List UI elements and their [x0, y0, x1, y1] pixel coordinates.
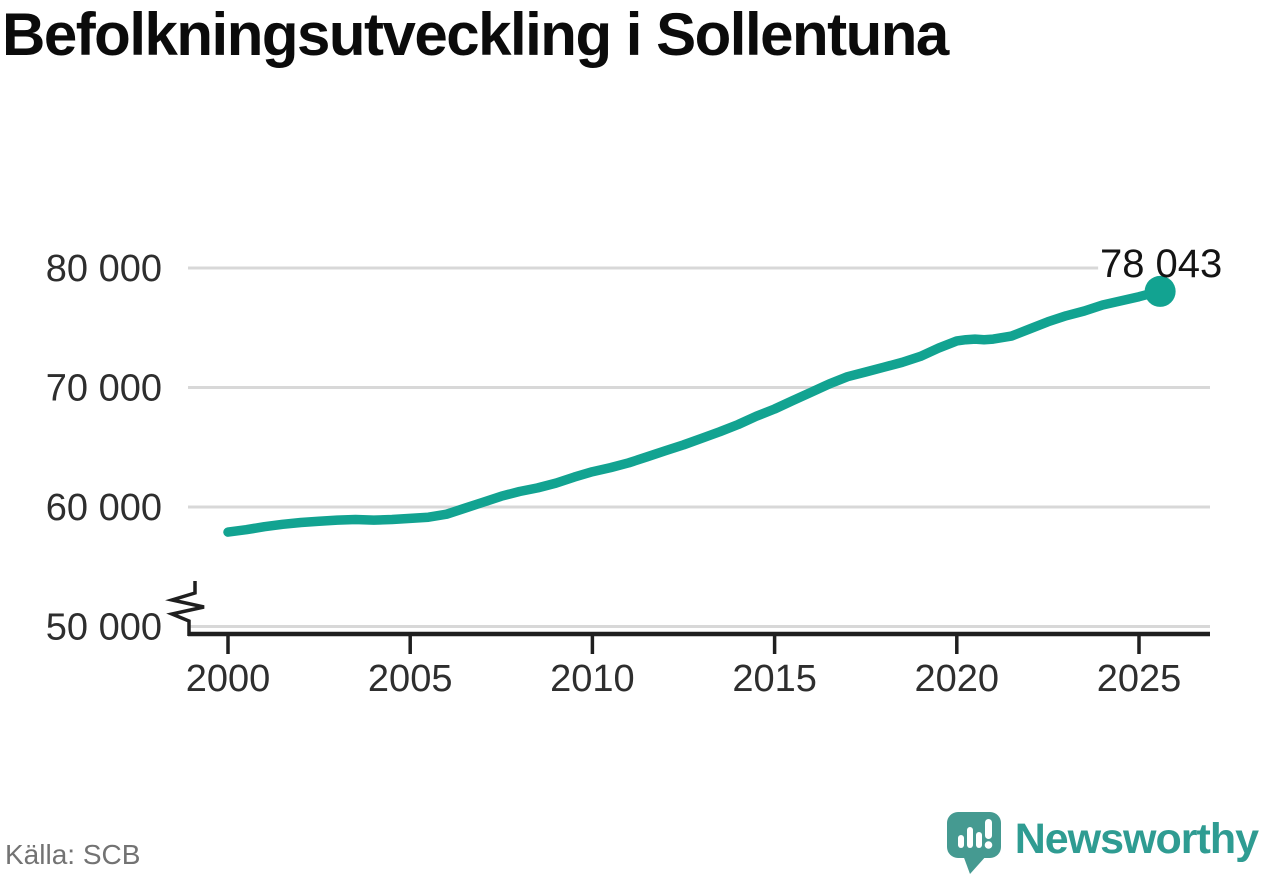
latest-point-marker: [1144, 275, 1176, 307]
x-tick-label: 2000: [186, 658, 271, 700]
x-tick-label: 2015: [732, 658, 817, 700]
y-tick-label: 50 000: [46, 607, 162, 649]
latest-value-label: 78 043: [1100, 242, 1222, 286]
y-tick-label: 70 000: [46, 368, 162, 410]
newsworthy-logo[interactable]: Newsworthy: [946, 811, 1259, 875]
latest-value-label-bg: [1098, 240, 1225, 282]
brand-name: Newsworthy: [1014, 814, 1259, 863]
chart-title: Befolkningsutveckling i Sollentuna: [2, 1, 949, 68]
x-tick-label: 2010: [550, 658, 635, 700]
source-note: Källa: SCB: [5, 839, 141, 870]
axis-break-icon: [165, 581, 205, 636]
y-tick-label: 80 000: [46, 248, 162, 290]
newsworthy-bubble-barchart-icon: [946, 812, 1001, 874]
x-tick-label: 2020: [915, 658, 1000, 700]
x-tick-label: 2025: [1097, 658, 1182, 700]
population-line: [223, 286, 1165, 537]
logo-barchart-glyph: [957, 819, 993, 849]
x-tick-label: 2005: [368, 658, 453, 700]
y-tick-label: 60 000: [46, 487, 162, 529]
logo-bubble: [946, 812, 1001, 874]
